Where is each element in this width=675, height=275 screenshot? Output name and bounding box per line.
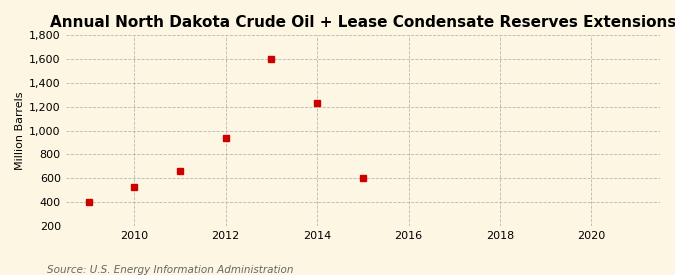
Y-axis label: Million Barrels: Million Barrels bbox=[15, 91, 25, 170]
Title: Annual North Dakota Crude Oil + Lease Condensate Reserves Extensions: Annual North Dakota Crude Oil + Lease Co… bbox=[50, 15, 675, 30]
Text: Source: U.S. Energy Information Administration: Source: U.S. Energy Information Administ… bbox=[47, 265, 294, 275]
